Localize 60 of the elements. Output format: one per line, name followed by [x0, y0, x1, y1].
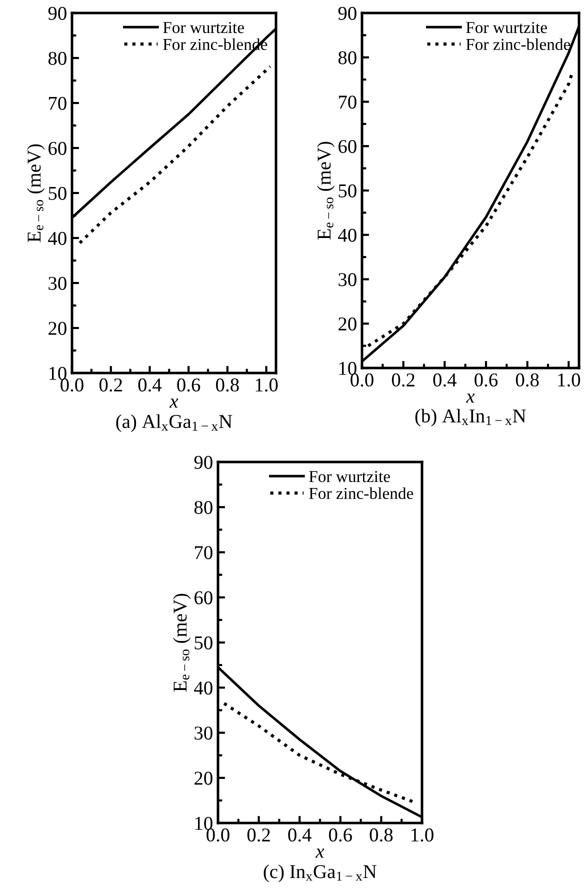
text: (c) In$_{x}$Ga$_{1−x}$N	[264, 864, 376, 882]
x-tick-label: 0.0	[206, 828, 230, 842]
y-tick-label: 80	[48, 52, 66, 65]
x-axis-title: x	[315, 848, 324, 858]
y-tick-label: 90	[48, 6, 66, 20]
x-tick-label: 1.0	[256, 378, 278, 392]
x-tick-label: 0.6	[328, 828, 352, 842]
legend-label: For zinc-blende	[466, 38, 570, 50]
y-tick-label: 70	[338, 96, 356, 109]
x-tick-label: 0.2	[99, 378, 122, 392]
y-tick-label: 40	[338, 228, 356, 242]
legend-label: For wurtzite	[466, 22, 547, 34]
y-tick-label: 50	[48, 186, 66, 200]
y-tick-label: 20	[48, 322, 66, 335]
x-tick-label: 0.8	[370, 828, 393, 842]
x-tick-label: 1.0	[412, 828, 434, 842]
y-tick-label: 50	[194, 636, 212, 650]
x-tick-label: 0.0	[60, 378, 84, 392]
x-axis-title: x	[169, 398, 178, 408]
y-axis-title: E$_{e−so}$ (meV)	[173, 594, 191, 692]
text: (b) Al$_{x}$In$_{1−x}$N	[415, 408, 526, 426]
y-tick-label: 70	[48, 96, 66, 110]
x-axis-title: x	[466, 394, 475, 403]
x-tick-label: 0.6	[474, 373, 498, 387]
x-tick-label: 0.2	[247, 828, 270, 842]
y-axis-title: E$_{e−so}$ (meV)	[317, 142, 335, 240]
text: (a) Al$_{x}$Ga$_{1−x}$N	[116, 414, 232, 432]
y-tick-label: 10	[339, 362, 356, 375]
y-tick-label: 40	[48, 232, 66, 245]
x-tick-label: 0.8	[516, 373, 539, 387]
y-tick-label: 20	[338, 317, 356, 331]
y-tick-label: 20	[194, 772, 212, 785]
line-series	[78, 65, 272, 244]
x-tick-label: 0.4	[138, 378, 162, 392]
y-tick-label: 90	[194, 456, 212, 469]
y-tick-label: 50	[338, 184, 356, 198]
y-tick-label: 30	[194, 726, 212, 740]
y-tick-label: 60	[194, 591, 212, 604]
x-tick-label: 0.8	[216, 378, 239, 392]
y-tick-label: 10	[195, 816, 212, 830]
y-tick-label: 30	[338, 273, 356, 286]
y-tick-label: 10	[49, 366, 66, 380]
legend-label: For zinc-blende	[309, 487, 414, 500]
x-tick-label: 1.0	[558, 373, 580, 387]
y-tick-label: 80	[194, 500, 212, 514]
y-tick-label: 80	[338, 51, 356, 64]
y-tick-label: 40	[194, 681, 212, 695]
x-tick-label: 0.2	[392, 373, 414, 387]
legend-label: For wurtzite	[309, 470, 390, 482]
y-tick-label: 90	[338, 6, 356, 20]
x-tick-label: 0.4	[288, 828, 312, 842]
x-tick-label: 0.0	[350, 373, 374, 387]
y-tick-label: 60	[338, 140, 356, 154]
y-tick-label: 60	[48, 142, 66, 155]
legend-label: For wurtzite	[163, 22, 244, 34]
x-tick-label: 0.6	[177, 378, 200, 392]
y-tick-label: 30	[48, 276, 66, 290]
y-tick-label: 70	[194, 546, 212, 560]
x-tick-label: 0.4	[433, 373, 457, 387]
y-axis-title: E$_{e−so}$ (meV)	[27, 144, 45, 242]
